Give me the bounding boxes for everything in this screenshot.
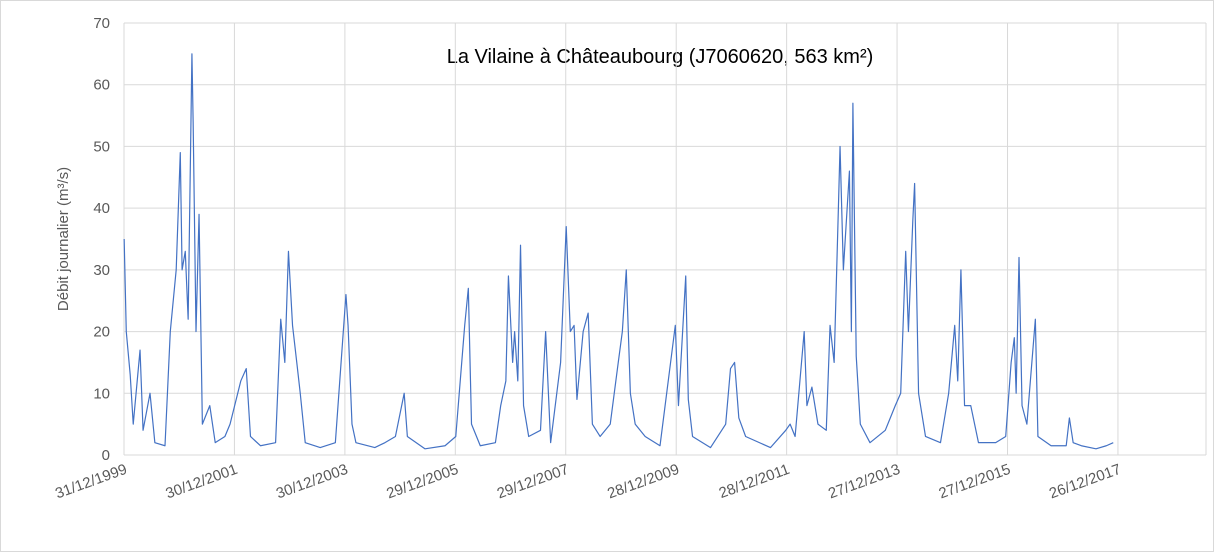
y-tick-label: 30 bbox=[93, 262, 110, 279]
y-tick-label: 40 bbox=[93, 200, 110, 217]
y-tick-label: 70 bbox=[93, 15, 110, 32]
y-tick-label: 10 bbox=[93, 385, 110, 402]
y-tick-label: 20 bbox=[93, 324, 110, 341]
chart-title: La Vilaine à Châteaubourg (J7060620, 563… bbox=[447, 46, 874, 68]
y-tick-label: 50 bbox=[93, 138, 110, 155]
series-line bbox=[123, 53, 1114, 450]
y-tick-label: 0 bbox=[102, 447, 110, 464]
y-tick-label: 60 bbox=[93, 77, 110, 94]
y-axis-label: Débit journalier (m³/s) bbox=[55, 167, 72, 311]
